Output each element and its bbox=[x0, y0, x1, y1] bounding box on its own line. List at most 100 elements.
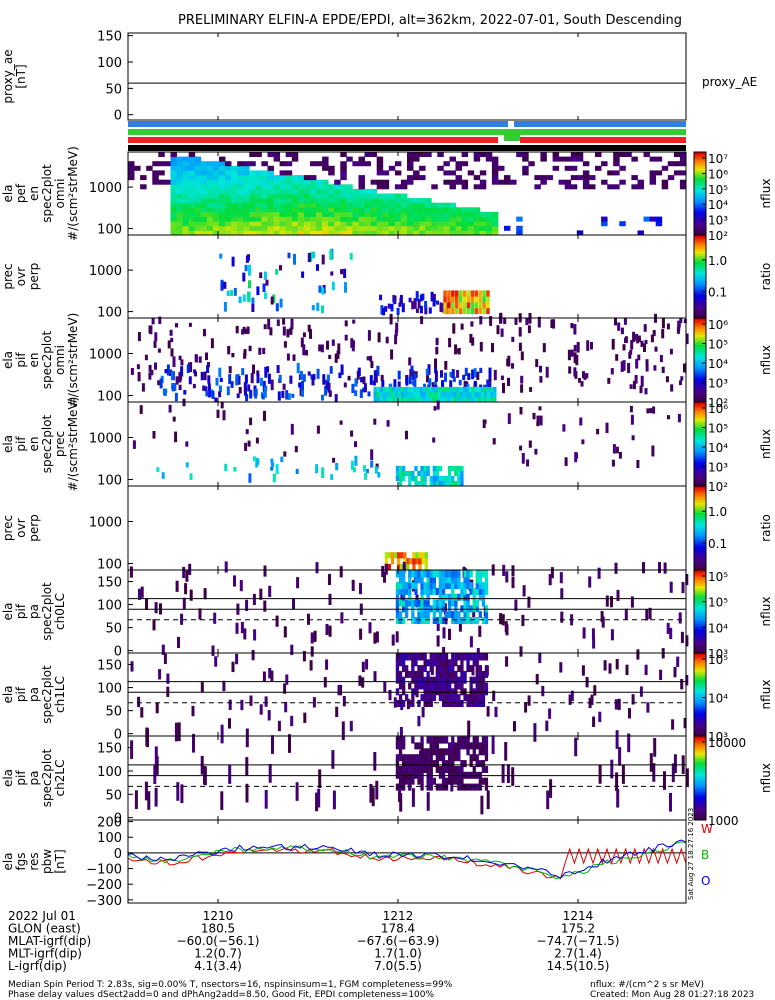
pef-omni-cell bbox=[285, 170, 293, 176]
pef-omni-cell bbox=[449, 225, 456, 231]
pef-omni-cell bbox=[328, 188, 335, 194]
pef-ratio-cell bbox=[242, 294, 246, 302]
pef-omni-cell bbox=[394, 202, 402, 208]
pef-omni-cell bbox=[310, 230, 317, 236]
pef-omni-cell bbox=[322, 184, 329, 190]
pef-omni-cell bbox=[231, 165, 238, 171]
pef-omni-cell bbox=[619, 165, 626, 171]
pef-omni-cell bbox=[364, 188, 371, 194]
pef-ratio-hot-cell bbox=[447, 307, 451, 315]
pa-ch1-cell bbox=[283, 683, 287, 694]
colorbar-cell bbox=[694, 318, 706, 321]
pif-omni-cell bbox=[469, 333, 473, 343]
pa-ch1-cell bbox=[475, 676, 479, 684]
pa-ch0-cell bbox=[457, 617, 461, 624]
pa-ch1-cell bbox=[393, 697, 397, 708]
pef-omni-cell bbox=[370, 152, 378, 158]
pa-ch2-cell bbox=[420, 754, 424, 762]
colorbar-cell bbox=[694, 195, 706, 199]
pif-omni-cell bbox=[514, 318, 518, 325]
pa-ch2-cell bbox=[402, 736, 406, 744]
pa-ch1-cell bbox=[163, 653, 167, 665]
pa-ch0-cell bbox=[466, 617, 470, 624]
fgs-series-O bbox=[127, 839, 687, 879]
pef-omni-cell bbox=[667, 161, 675, 167]
pef-omni-cell bbox=[443, 225, 450, 231]
pif-omni-band-cell bbox=[419, 386, 423, 393]
pa-ch2-cell bbox=[460, 760, 464, 768]
pif-omni-cell bbox=[397, 381, 401, 387]
colorbar-cell bbox=[694, 684, 706, 687]
pa-ch1-cell bbox=[426, 682, 430, 690]
pa-ch0-cell bbox=[154, 602, 158, 614]
pef-omni-cell bbox=[219, 193, 226, 199]
pef-omni-cell bbox=[582, 170, 590, 176]
pa-ch0-cell bbox=[469, 570, 473, 578]
pif-ratio-hot-cell bbox=[418, 558, 422, 565]
pef-omni-cell bbox=[297, 198, 305, 204]
pef-omni-cell bbox=[419, 230, 426, 236]
pef-omni-cell bbox=[407, 152, 414, 158]
colorbar-cell bbox=[694, 349, 706, 353]
pa-ch1-cell bbox=[457, 665, 461, 673]
colorbar-tick-label: 10³ bbox=[708, 377, 728, 391]
pef-omni-cell bbox=[212, 170, 220, 176]
pif-omni-band-cell bbox=[453, 386, 457, 393]
pef-omni-cell bbox=[279, 225, 287, 231]
pa-ch0-cell bbox=[457, 593, 461, 601]
pef-omni-cell bbox=[340, 152, 347, 158]
pif-omni-cell bbox=[448, 337, 452, 348]
footer-note-2: Phase delay values dSect2add=0 and dPhAn… bbox=[8, 990, 435, 1000]
pif-omni-band-cell bbox=[422, 397, 426, 403]
footer-value: 175.2 bbox=[561, 922, 595, 936]
ylabel-pif_omni: ela pif en spec2plot omni #/(scm²strMeV) bbox=[1, 313, 80, 408]
pa-ch2-cell bbox=[432, 777, 436, 785]
pa-ch2-cell bbox=[466, 736, 470, 744]
pa-ch2-cell bbox=[475, 783, 479, 791]
pef-omni-cell bbox=[479, 170, 487, 176]
pef-omni-cell bbox=[188, 156, 196, 162]
colorbar-cell bbox=[694, 299, 706, 302]
pif-omni-cell bbox=[367, 391, 371, 397]
pef-omni-cell bbox=[419, 202, 426, 208]
pef-omni-cell bbox=[303, 225, 311, 231]
pef-omni-cell bbox=[291, 184, 299, 190]
pif-omni-cell bbox=[245, 394, 249, 402]
colorbar-cell bbox=[694, 667, 706, 671]
pif-omni-cell bbox=[219, 377, 223, 383]
pif-ratio-hot-cell bbox=[403, 558, 407, 565]
pa-ch0-cell bbox=[505, 624, 509, 636]
pa-ch2-cell bbox=[423, 748, 427, 756]
pef-omni-cell bbox=[303, 179, 311, 185]
pef-omni-cell bbox=[328, 165, 335, 171]
pef-omni-cell bbox=[310, 161, 317, 167]
colorbar-cell bbox=[694, 597, 706, 600]
pif-omni-cell bbox=[529, 387, 533, 392]
pa-ch1-cell bbox=[408, 670, 412, 678]
pa-ch0-cell bbox=[245, 599, 249, 611]
pef-ratio-cell bbox=[413, 298, 417, 303]
pef-ratio-cell bbox=[321, 305, 324, 314]
pef-omni-cell bbox=[473, 207, 481, 213]
colorbar-cell bbox=[694, 632, 706, 635]
pif-prec-cell bbox=[373, 418, 377, 425]
pa-ch0-cell bbox=[129, 566, 133, 578]
pa-ch1-cell bbox=[429, 665, 433, 673]
ylabel-pa_ch0: ela pif pa spec2plot ch0LC bbox=[1, 582, 67, 641]
pef-ratio-cell bbox=[275, 303, 279, 312]
pef-omni-cell bbox=[394, 207, 402, 213]
pef-ratio-cell bbox=[399, 294, 403, 305]
colorbar-cell bbox=[694, 528, 706, 531]
pa-ch0-cell bbox=[592, 637, 596, 649]
pif-omni-band-cell bbox=[468, 392, 472, 398]
footer-value: −74.7(−71.5) bbox=[537, 934, 620, 948]
pif-omni-band-cell bbox=[465, 392, 469, 398]
pa-ch0-cell bbox=[463, 587, 467, 595]
pef-omni-cell bbox=[243, 165, 250, 171]
pa-ch2-cell bbox=[610, 759, 614, 779]
pif-prec-cell bbox=[249, 417, 253, 426]
colorbar-cell bbox=[694, 226, 706, 230]
colorbar-cell bbox=[694, 590, 706, 594]
pif-omni-cell bbox=[473, 380, 477, 391]
pef-omni-cell bbox=[261, 188, 268, 194]
